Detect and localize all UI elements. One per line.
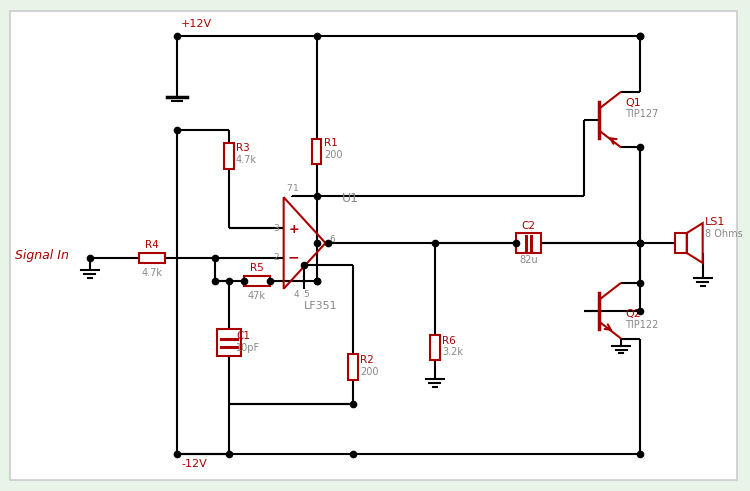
Text: LS1: LS1: [705, 217, 725, 227]
Text: LF351: LF351: [304, 300, 338, 311]
Text: C1: C1: [236, 330, 250, 341]
Bar: [515, 233, 541, 253]
Text: TIP127: TIP127: [625, 109, 658, 119]
Text: −: −: [288, 250, 299, 264]
Bar: [224, 143, 234, 169]
Text: Signal In: Signal In: [15, 249, 69, 263]
Text: 200: 200: [325, 150, 343, 161]
Text: 4.7k: 4.7k: [236, 155, 257, 165]
Text: 82u: 82u: [519, 255, 538, 265]
Text: R3: R3: [236, 143, 250, 154]
Bar: [675, 233, 687, 253]
Text: R5: R5: [250, 263, 264, 273]
Text: 4.7k: 4.7k: [142, 268, 163, 278]
Text: +12V: +12V: [182, 19, 212, 29]
Text: R6: R6: [442, 335, 456, 346]
Bar: [217, 328, 241, 356]
Text: 5: 5: [304, 290, 310, 299]
Bar: [348, 355, 358, 381]
Text: 7: 7: [286, 184, 292, 193]
Text: +: +: [288, 222, 299, 236]
Text: 10pF: 10pF: [236, 343, 260, 353]
Text: 4: 4: [294, 290, 299, 299]
Text: 3.2k: 3.2k: [442, 348, 463, 357]
Bar: [430, 334, 440, 360]
Bar: [311, 138, 322, 164]
Text: 6: 6: [329, 235, 335, 244]
Text: 3: 3: [273, 223, 279, 233]
Text: -12V: -12V: [182, 459, 207, 469]
Text: U1: U1: [341, 192, 358, 205]
Text: 47k: 47k: [248, 291, 266, 301]
Text: R1: R1: [325, 138, 338, 148]
Text: 1: 1: [292, 184, 298, 193]
Text: Q1: Q1: [625, 98, 640, 108]
Text: R2: R2: [360, 355, 374, 365]
Text: TIP122: TIP122: [625, 320, 658, 329]
Bar: [140, 253, 165, 263]
Text: C2: C2: [521, 221, 536, 231]
Text: 8 Ohms: 8 Ohms: [705, 229, 742, 239]
Text: 2: 2: [273, 253, 279, 263]
Text: Q2: Q2: [625, 309, 641, 319]
Bar: [244, 276, 270, 286]
Text: 200: 200: [360, 367, 379, 378]
Text: R4: R4: [146, 240, 159, 250]
